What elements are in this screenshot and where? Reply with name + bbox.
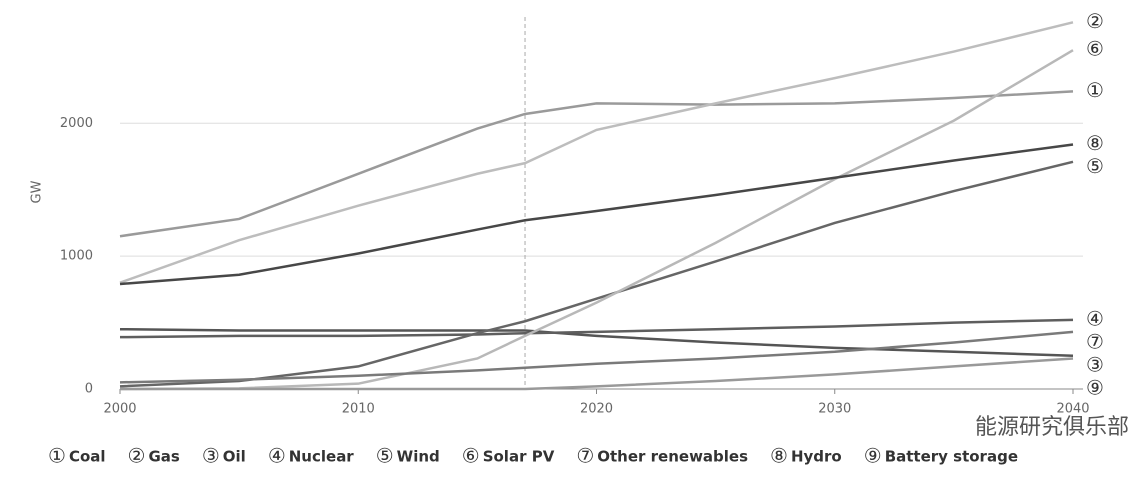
y-tick-label: 0 bbox=[85, 382, 93, 397]
series-line bbox=[119, 90, 1074, 238]
series-line bbox=[119, 160, 1074, 388]
series-line bbox=[119, 330, 1074, 384]
series-end-marker: ④ bbox=[1086, 306, 1104, 330]
legend-label: Solar PV bbox=[483, 448, 555, 466]
legend-label: Oil bbox=[223, 448, 246, 466]
y-tick-label: 1000 bbox=[60, 249, 93, 264]
series-line bbox=[119, 318, 1074, 339]
series-line bbox=[120, 357, 1074, 391]
legend-label: Coal bbox=[69, 448, 106, 466]
series-end-marker: ⑨ bbox=[1086, 375, 1104, 399]
legend-label: Nuclear bbox=[289, 448, 355, 466]
series-line bbox=[119, 327, 1074, 358]
y-tick-label: 2000 bbox=[60, 116, 93, 131]
legend-marker: ⑨ bbox=[864, 444, 882, 468]
legend-marker: ⑧ bbox=[770, 444, 788, 468]
legend-marker: ④ bbox=[268, 444, 286, 468]
x-tick-label: 2010 bbox=[342, 402, 375, 417]
series-line bbox=[119, 21, 1074, 284]
legend-marker: ⑥ bbox=[462, 444, 480, 468]
legend-marker: ⑤ bbox=[376, 444, 394, 468]
watermark: 能源研究俱乐部 bbox=[975, 415, 1129, 440]
series-line bbox=[119, 143, 1074, 286]
series-end-marker: ① bbox=[1086, 78, 1104, 102]
y-axis-label: GW bbox=[30, 180, 45, 203]
legend-label: Other renewables bbox=[597, 448, 748, 466]
x-tick-label: 2030 bbox=[818, 402, 851, 417]
legend-marker: ② bbox=[128, 444, 146, 468]
series-end-marker: ⑧ bbox=[1086, 131, 1104, 155]
legend-marker: ① bbox=[48, 444, 66, 468]
x-tick-label: 2040 bbox=[1056, 402, 1089, 417]
series-end-marker: ⑥ bbox=[1086, 37, 1104, 61]
series-end-marker: ② bbox=[1086, 9, 1104, 33]
legend-marker: ③ bbox=[202, 444, 220, 468]
x-tick-label: 2020 bbox=[580, 402, 613, 417]
legend-label: Wind bbox=[397, 448, 440, 466]
x-tick-label: 2000 bbox=[103, 402, 136, 417]
series-end-marker: ⑦ bbox=[1086, 329, 1104, 353]
series-end-marker: ⑤ bbox=[1086, 154, 1104, 178]
series-line bbox=[119, 49, 1074, 391]
legend-marker: ⑦ bbox=[576, 444, 594, 468]
legend-label: Battery storage bbox=[885, 448, 1018, 466]
legend-label: Hydro bbox=[791, 448, 842, 466]
series-end-marker: ③ bbox=[1086, 352, 1104, 376]
legend-label: Gas bbox=[148, 448, 179, 466]
